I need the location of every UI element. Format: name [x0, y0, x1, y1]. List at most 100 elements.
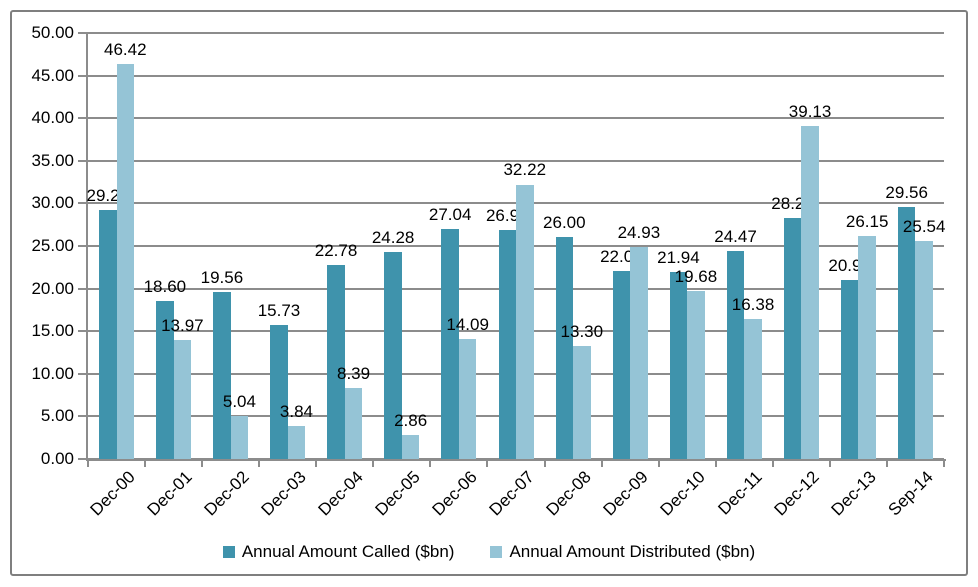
- gridline: [88, 159, 944, 162]
- x-axis-tick: [258, 459, 261, 467]
- bar-value-label: 39.13: [788, 101, 832, 121]
- y-axis-label: 20.00: [31, 278, 74, 298]
- bar-annual-amount-distributed: [458, 338, 477, 459]
- bar-value-label: 26.15: [845, 212, 889, 232]
- bar-annual-amount-distributed: [173, 339, 192, 459]
- bar-annual-amount-called: [441, 228, 459, 459]
- y-axis-tick: [78, 74, 88, 77]
- bar-value-label: 22.78: [314, 240, 358, 260]
- bar-annual-amount-distributed: [630, 246, 648, 459]
- x-axis-tick: [600, 459, 603, 467]
- bar-annual-amount-called: [99, 209, 117, 459]
- bar-value-label: 25.54: [902, 217, 946, 237]
- y-axis-tick: [78, 415, 88, 418]
- legend: Annual Amount Called ($bn) Annual Amount…: [0, 539, 978, 565]
- y-axis-label: 10.00: [31, 363, 74, 383]
- bar-annual-amount-distributed: [287, 426, 306, 459]
- gridline: [88, 74, 944, 77]
- gridline: [88, 117, 944, 120]
- y-axis-tick: [78, 117, 88, 120]
- x-axis-tick: [315, 459, 318, 467]
- bar-value-label: 14.09: [446, 314, 489, 334]
- bar-value-label: 46.42: [104, 39, 147, 59]
- y-axis-tick: [78, 458, 88, 460]
- y-axis-label: 5.00: [40, 406, 74, 426]
- bar-value-label: 27.04: [428, 204, 472, 224]
- legend-item-distributed: Annual Amount Distributed ($bn): [490, 542, 755, 562]
- gridline: [88, 32, 944, 34]
- bar-value-label: 8.39: [337, 363, 371, 383]
- x-axis-tick: [771, 459, 774, 467]
- x-axis-tick: [144, 459, 147, 467]
- x-axis-tick: [201, 459, 204, 467]
- bar-value-label: 13.30: [560, 321, 604, 341]
- y-axis-tick: [78, 159, 88, 162]
- x-axis-tick: [429, 459, 432, 467]
- bar-value-label: 16.38: [731, 295, 775, 315]
- bar-value-label: 24.93: [617, 222, 661, 242]
- bar-annual-amount-distributed: [687, 291, 705, 459]
- bar-annual-amount-called: [498, 229, 516, 459]
- bar-annual-amount-distributed: [858, 236, 876, 459]
- y-axis-tick: [78, 245, 88, 247]
- bar-annual-amount-called: [384, 252, 402, 459]
- bar-value-label: 29.56: [885, 183, 928, 203]
- y-axis-label: 50.00: [31, 23, 74, 42]
- x-axis-tick: [828, 459, 831, 467]
- y-axis-tick: [78, 287, 88, 290]
- bar-value-label: 24.28: [371, 228, 415, 248]
- legend-swatch-called-icon: [222, 546, 235, 558]
- bar-annual-amount-called: [327, 264, 345, 459]
- gridline: [88, 458, 944, 460]
- bar-value-label: 5.04: [222, 392, 256, 412]
- y-axis-line: [86, 33, 88, 461]
- bar-annual-amount-called: [612, 271, 631, 459]
- x-axis-line: [86, 459, 946, 461]
- y-axis-label: 45.00: [31, 65, 74, 85]
- bar-annual-amount-distributed: [801, 125, 819, 459]
- bar-value-label: 24.47: [714, 226, 757, 246]
- y-axis-label: 30.00: [31, 193, 74, 213]
- bar-value-label: 18.60: [143, 276, 187, 296]
- x-axis-tick: [714, 459, 717, 467]
- bar-annual-amount-called: [270, 324, 288, 459]
- bar-annual-amount-called: [897, 207, 916, 459]
- bar-value-label: 3.84: [279, 402, 314, 422]
- bar-value-label: 32.22: [503, 160, 547, 180]
- legend-label-called: Annual Amount Called ($bn): [241, 542, 455, 561]
- y-axis-label: 35.00: [31, 150, 74, 170]
- bar-annual-amount-distributed: [744, 319, 762, 459]
- y-axis-tick: [78, 32, 88, 34]
- y-axis-label: 40.00: [31, 108, 74, 128]
- bar-annual-amount-distributed: [516, 184, 534, 459]
- bar-annual-amount-called: [783, 217, 802, 459]
- bar-annual-amount-distributed: [116, 63, 135, 459]
- x-axis-tick: [372, 459, 375, 467]
- bar-annual-amount-distributed: [230, 416, 249, 459]
- x-axis-tick: [885, 459, 888, 467]
- bar-annual-amount-distributed: [401, 434, 420, 459]
- bar-value-label: 21.94: [657, 248, 700, 268]
- legend-label-distributed: Annual Amount Distributed ($bn): [509, 542, 756, 561]
- x-axis-tick: [657, 459, 660, 467]
- x-axis-tick: [87, 459, 89, 467]
- x-axis-tick: [543, 459, 546, 467]
- bar-annual-amount-called: [213, 292, 231, 459]
- bar-value-label: 2.86: [394, 410, 428, 430]
- bar-annual-amount-distributed: [915, 241, 933, 459]
- plot-area: 29.24 18.60 19.56 15.73 22.78 24.28 27.04 26.93…: [87, 32, 946, 460]
- bar-annual-amount-called: [726, 250, 745, 459]
- y-axis-label: 25.00: [31, 236, 74, 255]
- bar-annual-amount-distributed: [573, 345, 591, 459]
- legend-item-called: Annual Amount Called ($bn): [222, 542, 455, 562]
- x-axis-tick: [943, 459, 945, 467]
- y-axis-tick: [78, 330, 88, 333]
- bar-value-label: 15.73: [257, 300, 301, 320]
- bar-value-label: 19.56: [200, 268, 244, 288]
- y-axis-label: 0.00: [40, 449, 74, 468]
- y-axis-label: 15.00: [31, 321, 74, 341]
- bar-value-label: 26.00: [543, 213, 586, 233]
- bar-annual-amount-called: [840, 280, 859, 459]
- y-axis-tick: [78, 372, 88, 375]
